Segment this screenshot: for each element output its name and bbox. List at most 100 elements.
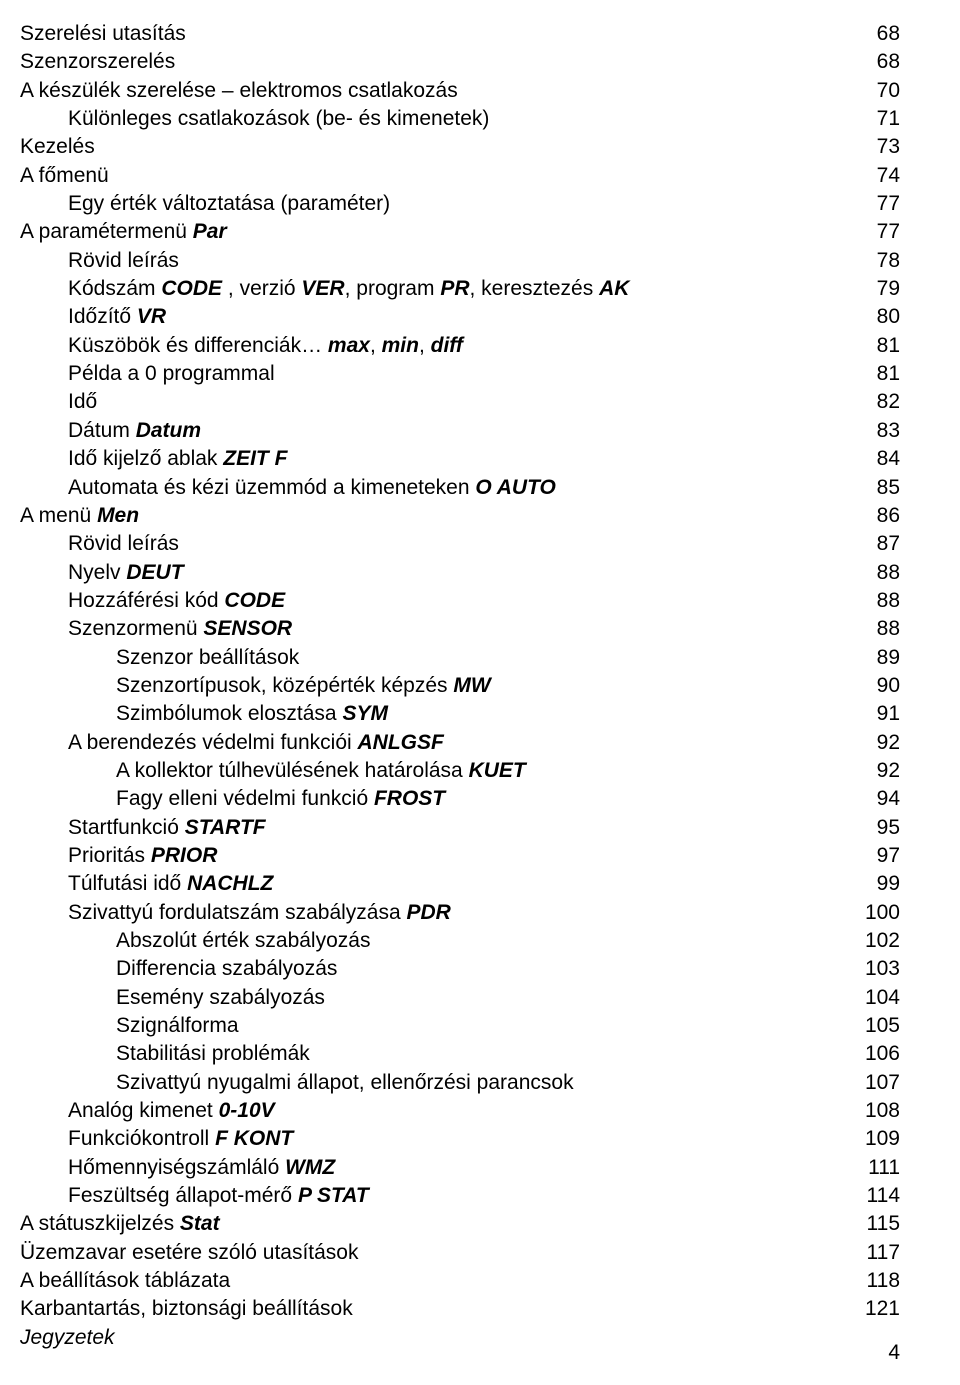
toc-row: Abszolút érték szabályozás102 [20, 927, 900, 955]
toc-page-number: 106 [840, 1040, 900, 1068]
toc-label: Differencia szabályozás [20, 955, 840, 983]
toc-row: A paramétermenü Par77 [20, 218, 900, 246]
page-number: 4 [888, 1341, 900, 1365]
toc-label: Szivattyú fordulatszám szabályzása PDR [20, 899, 840, 927]
toc-page-number: 85 [840, 474, 900, 502]
toc-page-number: 102 [840, 927, 900, 955]
toc-page-number: 105 [840, 1012, 900, 1040]
toc-page-number: 97 [840, 842, 900, 870]
toc-page-number: 77 [840, 218, 900, 246]
toc-row: A kollektor túlhevülésének határolása KU… [20, 757, 900, 785]
toc-page-number: 80 [840, 303, 900, 331]
toc-row: A menü Men86 [20, 502, 900, 530]
toc-label: Kezelés [20, 133, 840, 161]
toc-label: Szimbólumok elosztása SYM [20, 700, 840, 728]
toc-label: Szenzormenü SENSOR [20, 615, 840, 643]
toc-page-number: 91 [840, 700, 900, 728]
toc-label: Rövid leírás [20, 247, 840, 275]
toc-row: Funkciókontroll F KONT109 [20, 1125, 900, 1153]
toc-label: Startfunkció STARTF [20, 814, 840, 842]
toc-row: Szimbólumok elosztása SYM91 [20, 700, 900, 728]
toc-page-number: 99 [840, 870, 900, 898]
toc-page-number: 82 [840, 388, 900, 416]
toc-label: Prioritás PRIOR [20, 842, 840, 870]
toc-row: Üzemzavar esetére szóló utasítások117 [20, 1239, 900, 1267]
toc-row: Nyelv DEUT88 [20, 559, 900, 587]
toc-label: Hőmennyiségszámláló WMZ [20, 1154, 840, 1182]
toc-row: Szenzormenü SENSOR88 [20, 615, 900, 643]
toc-label: Példa a 0 programmal [20, 360, 840, 388]
toc-label: A főmenü [20, 162, 840, 190]
toc-row: Kódszám CODE , verzió VER, program PR, k… [20, 275, 900, 303]
toc-page-number: 83 [840, 417, 900, 445]
toc-label: A beállítások táblázata [20, 1267, 840, 1295]
toc-page-number: 81 [840, 360, 900, 388]
toc-row: Túlfutási idő NACHLZ99 [20, 870, 900, 898]
toc-row: Idő kijelző ablak ZEIT F84 [20, 445, 900, 473]
toc-row: Analóg kimenet 0-10V108 [20, 1097, 900, 1125]
toc-row: Fagy elleni védelmi funkció FROST94 [20, 785, 900, 813]
toc-label: Rövid leírás [20, 530, 840, 558]
toc-row: Dátum Datum83 [20, 417, 900, 445]
toc-label: Abszolút érték szabályozás [20, 927, 840, 955]
toc-label: Fagy elleni védelmi funkció FROST [20, 785, 840, 813]
toc-row: Hozzáférési kód CODE88 [20, 587, 900, 615]
toc-label: Küszöbök és differenciák… max, min, diff [20, 332, 840, 360]
toc-row: Különleges csatlakozások (be- és kimenet… [20, 105, 900, 133]
toc-page-number: 78 [840, 247, 900, 275]
toc-label: Hozzáférési kód CODE [20, 587, 840, 615]
toc-row: Szenzor beállítások89 [20, 644, 900, 672]
toc-page-number: 77 [840, 190, 900, 218]
toc-label: A paramétermenü Par [20, 218, 840, 246]
toc-label: Szivattyú nyugalmi állapot, ellenőrzési … [20, 1069, 840, 1097]
toc-row: Küszöbök és differenciák… max, min, diff… [20, 332, 900, 360]
toc-row: Differencia szabályozás103 [20, 955, 900, 983]
toc-page-number: 81 [840, 332, 900, 360]
toc-page-number: 71 [840, 105, 900, 133]
toc-row: Egy érték változtatása (paraméter)77 [20, 190, 900, 218]
toc-row: Hőmennyiségszámláló WMZ111 [20, 1154, 900, 1182]
toc-page-number: 89 [840, 644, 900, 672]
toc-page-number: 107 [840, 1069, 900, 1097]
toc-label: A státuszkijelzés Stat [20, 1210, 840, 1238]
toc-page-number: 68 [840, 20, 900, 48]
toc-page-number: 68 [840, 48, 900, 76]
toc-label: Feszültség állapot-mérő P STAT [20, 1182, 840, 1210]
toc-label: Kódszám CODE , verzió VER, program PR, k… [20, 275, 840, 303]
toc-row: Rövid leírás78 [20, 247, 900, 275]
toc-row: A főmenü74 [20, 162, 900, 190]
toc-page-number: 86 [840, 502, 900, 530]
toc-label: Nyelv DEUT [20, 559, 840, 587]
toc-row: Szivattyú fordulatszám szabályzása PDR10… [20, 899, 900, 927]
toc-label: Időzítő VR [20, 303, 840, 331]
toc-label: Stabilitási problémák [20, 1040, 840, 1068]
toc-page-number: 109 [840, 1125, 900, 1153]
toc-page-number: 94 [840, 785, 900, 813]
toc-label: A menü Men [20, 502, 840, 530]
toc-label: Karbantartás, biztonsági beállítások [20, 1295, 840, 1323]
toc-label: A berendezés védelmi funkciói ANLGSF [20, 729, 840, 757]
toc-page-number: 88 [840, 615, 900, 643]
toc-row: Szenzortípusok, középérték képzés MW90 [20, 672, 900, 700]
toc-row: Szignálforma105 [20, 1012, 900, 1040]
toc-label: A készülék szerelése – elektromos csatla… [20, 77, 840, 105]
toc-label: Szignálforma [20, 1012, 840, 1040]
toc-label: A kollektor túlhevülésének határolása KU… [20, 757, 840, 785]
toc-row: Kezelés73 [20, 133, 900, 161]
toc-row: Esemény szabályozás104 [20, 984, 900, 1012]
toc-label: Túlfutási idő NACHLZ [20, 870, 840, 898]
toc-page-number: 114 [840, 1182, 900, 1210]
table-of-contents: Szerelési utasítás68Szenzorszerelés68A k… [20, 20, 900, 1352]
toc-row: A státuszkijelzés Stat115 [20, 1210, 900, 1238]
toc-page-number: 121 [840, 1295, 900, 1323]
toc-page-number: 95 [840, 814, 900, 842]
toc-page-number: 92 [840, 757, 900, 785]
toc-page-number: 70 [840, 77, 900, 105]
toc-label: Különleges csatlakozások (be- és kimenet… [20, 105, 840, 133]
toc-page-number: 88 [840, 587, 900, 615]
document-page: Szerelési utasítás68Szenzorszerelés68A k… [0, 0, 960, 1385]
toc-label: Szenzor beállítások [20, 644, 840, 672]
toc-row: Automata és kézi üzemmód a kimeneteken O… [20, 474, 900, 502]
toc-row: Jegyzetek [20, 1324, 900, 1352]
toc-label: Analóg kimenet 0-10V [20, 1097, 840, 1125]
